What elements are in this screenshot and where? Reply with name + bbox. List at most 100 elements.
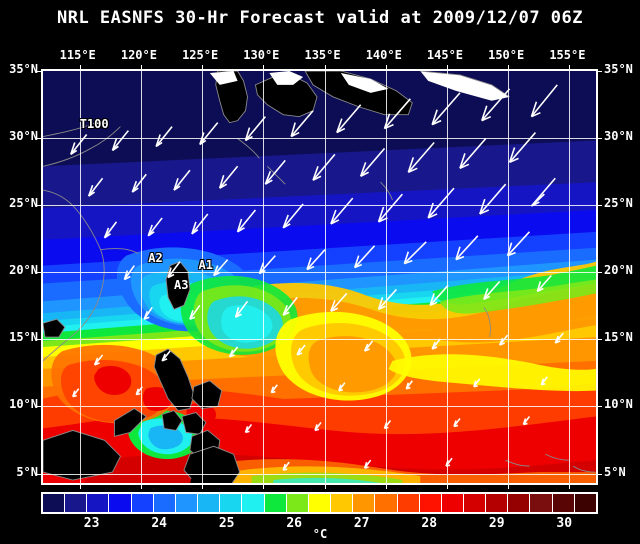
colorbar-tick-label: 26 [286, 516, 302, 531]
latitude-label: 20°N [9, 263, 38, 278]
tick-mark [263, 65, 265, 70]
longitude-label: 120°E [120, 48, 157, 62]
latitude-label: 30°N [9, 129, 38, 144]
map-label-a1: A1 [198, 257, 213, 272]
longitude-label: 125°E [182, 48, 219, 62]
colorbar-swatch [486, 494, 509, 512]
tick-mark [324, 65, 326, 70]
latitude-label: 25°N [604, 196, 633, 211]
longitude-label: 130°E [243, 48, 280, 62]
colorbar-swatch [308, 494, 332, 512]
colorbar-swatch [198, 494, 221, 512]
longitude-label: 135°E [304, 48, 341, 62]
tick-mark [385, 65, 387, 70]
tick-mark [202, 65, 204, 70]
latitude-label: 35°N [604, 62, 633, 76]
gridline-parallel [43, 205, 596, 207]
tick-mark [597, 205, 602, 207]
tick-mark [37, 138, 42, 140]
colorbar-tick-label: 30 [556, 516, 573, 531]
latitude-label: 5°N [604, 464, 626, 479]
tick-mark [508, 65, 510, 70]
gridline-meridian [79, 71, 81, 483]
latitude-label: 15°N [604, 330, 633, 345]
tick-mark [37, 71, 42, 72]
longitude-label: 155°E [549, 48, 586, 62]
tick-mark [37, 272, 42, 274]
tick-mark [508, 484, 510, 489]
colorbar-tick-label: 27 [353, 516, 370, 531]
colorbar-swatch [331, 494, 354, 512]
map-label-a3: A3 [173, 277, 189, 292]
colorbar-swatch [131, 494, 154, 512]
colorbar-swatch [353, 494, 376, 512]
tick-mark [597, 339, 602, 341]
longitude-label: 140°E [365, 48, 402, 62]
page-title: NRL EASNFS 30-Hr Forecast valid at 2009/… [56, 8, 583, 28]
latitude-label: 30°N [604, 129, 633, 144]
gridline-meridian [385, 71, 387, 483]
tick-mark [37, 205, 42, 207]
colorbar-swatch [65, 494, 88, 512]
colorbar-tick-label: 23 [83, 516, 100, 531]
colorbar-swatch [242, 494, 265, 512]
tick-mark [597, 71, 602, 72]
map-label-t100: T100 [79, 116, 109, 131]
colorbar-tick-label: 29 [488, 516, 505, 531]
gridline-meridian [569, 71, 571, 483]
gridline-meridian [508, 71, 510, 483]
colorbar-swatch [109, 494, 132, 512]
gridline-parallel [43, 339, 596, 341]
map-annotation-layer: T100 A2 A1 A3 [43, 71, 596, 483]
tick-mark [79, 484, 81, 489]
tick-mark [569, 65, 571, 70]
colorbar-swatch [220, 494, 243, 512]
map-label-a2: A2 [148, 250, 163, 265]
tick-mark [597, 406, 602, 408]
longitude-label: 115°E [59, 48, 96, 62]
tick-mark [385, 484, 387, 489]
latitude-label: 35°N [9, 62, 38, 76]
tick-mark [37, 406, 42, 408]
gridline-meridian [324, 71, 326, 483]
tick-mark [446, 484, 448, 489]
gridline-meridian [202, 71, 204, 483]
colorbar-swatch [397, 494, 420, 512]
gridline-parallel [43, 473, 596, 475]
colorbar-swatch [87, 494, 110, 512]
latitude-label: 25°N [9, 196, 38, 211]
colorbar-swatch [153, 494, 176, 512]
colorbar-swatch [175, 494, 199, 512]
map-frame: T100 A2 A1 A3 [37, 65, 602, 489]
colorbar-swatch [264, 494, 287, 512]
gridline-parallel [43, 138, 596, 140]
axis-ticks [37, 65, 602, 489]
colorbar[interactable] [41, 492, 598, 514]
gridline-parallel [43, 406, 596, 408]
tick-mark [79, 65, 81, 70]
latitude-label: 5°N [16, 464, 38, 479]
colorbar-swatch [375, 494, 398, 512]
sst-map[interactable]: T100 A2 A1 A3 [43, 71, 596, 483]
colorbar-unit-label: °C [312, 527, 328, 541]
tick-mark [140, 484, 142, 489]
gridline-meridian [446, 71, 448, 483]
colorbar-swatch [43, 494, 66, 512]
sst-field-layer [43, 71, 596, 483]
colorbar-swatch [508, 494, 531, 512]
colorbar-tick-label: 25 [218, 516, 235, 531]
colorbar-tick-label: 28 [421, 516, 438, 531]
tick-mark [37, 473, 42, 475]
colorbar-swatch [463, 494, 487, 512]
tick-mark [263, 484, 265, 489]
colorbar-swatch [574, 494, 596, 512]
graticule-layer [43, 71, 596, 483]
latitude-label: 10°N [9, 397, 38, 412]
colorbar-swatch [286, 494, 309, 512]
tick-mark [37, 339, 42, 341]
tick-mark [324, 484, 326, 489]
tick-mark [569, 484, 571, 489]
gridline-parallel [43, 272, 596, 274]
tick-mark [597, 272, 602, 274]
latitude-label: 20°N [604, 263, 633, 278]
